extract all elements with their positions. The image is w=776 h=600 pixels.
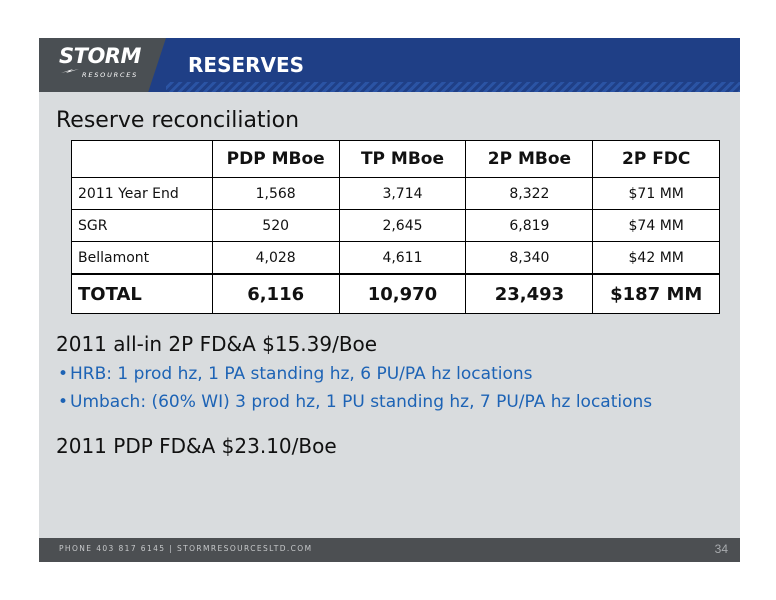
- table-cell: $74 MM: [592, 209, 720, 242]
- table-cell: $71 MM: [592, 177, 720, 210]
- bullet-text: Umbach: (60% WI) 3 prod hz, 1 PU standin…: [70, 392, 653, 412]
- table-row: 2011 Year End 1,568 3,714 8,322 $71 MM: [71, 177, 720, 210]
- slide: STORM RESOURCES RESERVES Reserve reconci…: [39, 38, 740, 562]
- total-label: TOTAL: [71, 273, 213, 314]
- bullet-icon: •: [58, 364, 69, 384]
- column-header: PDP MBoe: [211, 140, 340, 178]
- fda-2p-line: 2011 all-in 2P FD&A $15.39/Boe: [56, 332, 378, 356]
- table-cell: 3,714: [338, 177, 467, 210]
- total-cell: 6,116: [211, 273, 340, 314]
- fda-pdp-line: 2011 PDP FD&A $23.10/Boe: [56, 434, 337, 458]
- reserve-table: PDP MBoe TP MBoe 2P MBoe 2P FDC 2011 Yea…: [71, 140, 720, 314]
- page-title: RESERVES: [188, 53, 305, 77]
- column-header: 2P FDC: [592, 140, 720, 178]
- row-label: SGR: [71, 209, 213, 242]
- table-cell: $42 MM: [592, 241, 720, 275]
- total-cell: $187 MM: [592, 273, 720, 314]
- table-cell: 8,322: [465, 177, 594, 210]
- table-row: Bellamont 4,028 4,611 8,340 $42 MM: [71, 241, 720, 275]
- logo-subtext: RESOURCES: [82, 71, 139, 79]
- table-cell: 1,568: [211, 177, 340, 210]
- table-cell: 8,340: [465, 241, 594, 275]
- table-header-row: PDP MBoe TP MBoe 2P MBoe 2P FDC: [71, 140, 720, 178]
- header-stripe: [166, 82, 740, 92]
- column-header: 2P MBoe: [465, 140, 594, 178]
- table-cell: 4,028: [211, 241, 340, 275]
- total-cell: 10,970: [338, 273, 467, 314]
- row-label: 2011 Year End: [71, 177, 213, 210]
- header-bar: STORM RESOURCES RESERVES: [39, 38, 740, 92]
- logo-wordmark: STORM: [59, 44, 141, 68]
- table-row: SGR 520 2,645 6,819 $74 MM: [71, 209, 720, 242]
- bullet-item: • Umbach: (60% WI) 3 prod hz, 1 PU standi…: [58, 392, 652, 412]
- table-cell: 6,819: [465, 209, 594, 242]
- table-cell: 2,645: [338, 209, 467, 242]
- table-cell: 520: [211, 209, 340, 242]
- storm-logo: STORM RESOURCES: [39, 38, 166, 92]
- footer-bar: PHONE 403 817 6145 | STORMRESOURCESLTD.C…: [39, 538, 740, 562]
- lightning-icon: [61, 69, 79, 73]
- total-cell: 23,493: [465, 273, 594, 314]
- column-header: [71, 140, 213, 178]
- table-cell: 4,611: [338, 241, 467, 275]
- bullet-text: HRB: 1 prod hz, 1 PA standing hz, 6 PU/P…: [70, 364, 533, 384]
- section-heading: Reserve reconciliation: [56, 108, 300, 133]
- page-number: 34: [714, 542, 728, 556]
- bullet-icon: •: [58, 392, 69, 412]
- bullet-item: • HRB: 1 prod hz, 1 PA standing hz, 6 PU/…: [58, 364, 533, 384]
- column-header: TP MBoe: [338, 140, 467, 178]
- row-label: Bellamont: [71, 241, 213, 275]
- footer-contact: PHONE 403 817 6145 | STORMRESOURCESLTD.C…: [59, 544, 313, 553]
- total-row: TOTAL 6,116 10,970 23,493 $187 MM: [71, 273, 720, 314]
